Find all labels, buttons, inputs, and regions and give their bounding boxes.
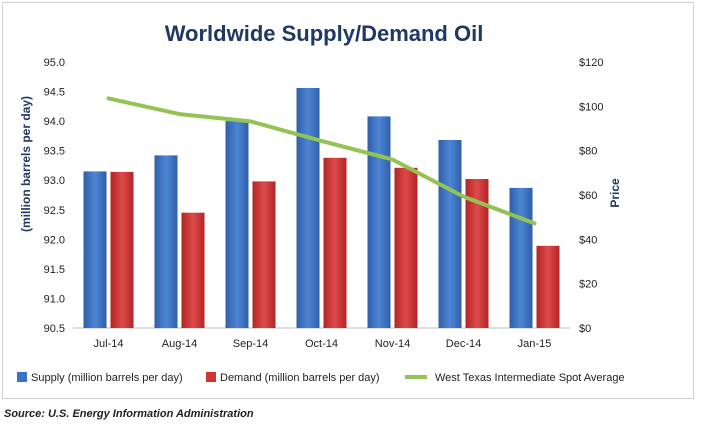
y2-tick-label: $60 [579, 190, 597, 202]
x-tick-label: Sep-14 [233, 338, 268, 350]
legend-label: West Texas Intermediate Spot Average [435, 372, 625, 384]
y2-tick-label: $20 [579, 279, 597, 291]
y-tick-label: 90.5 [44, 323, 65, 335]
supply-bar-dec-14 [438, 140, 462, 328]
y2-tick-label: $80 [579, 146, 597, 158]
legend-label: Demand (million barrels per day) [220, 372, 380, 384]
y2-tick-label: $0 [579, 323, 591, 335]
y-tick-label: 94.5 [44, 87, 65, 99]
y-tick-label: 91.5 [44, 264, 65, 276]
legend: Supply (million barrels per day) Demand (… [17, 372, 625, 384]
supply-bar-nov-14 [367, 116, 391, 329]
chart-svg: Worldwide Supply/Demand Oil (million bar… [17, 21, 625, 384]
wti-price-line [106, 96, 537, 226]
y-tick-label: 93.5 [44, 146, 65, 158]
chart-title: Worldwide Supply/Demand Oil [165, 21, 484, 46]
x-tick-label: Dec-14 [446, 338, 481, 350]
supply-bar-jul-14 [83, 171, 107, 328]
line-layer [106, 96, 537, 226]
demand-bar-oct-14 [323, 157, 347, 328]
y-tick-label: 92.5 [44, 205, 65, 217]
supply-bar-oct-14 [296, 88, 320, 328]
y-tick-label: 94.0 [44, 116, 65, 128]
x-tick-label: Jul-14 [94, 338, 124, 350]
x-tick-label: Aug-14 [162, 338, 197, 350]
y2-axis-title: Price [608, 178, 622, 208]
demand-bar-aug-14 [181, 212, 205, 328]
supply-bar-aug-14 [154, 155, 178, 328]
demand-bar-jan-15 [536, 245, 560, 328]
supply-bar-jan-15 [509, 187, 533, 328]
supply-bar-sep-14 [225, 121, 249, 328]
bars-layer [83, 88, 560, 329]
x-tick-label: Nov-14 [375, 338, 410, 350]
y-tick-label: 92.0 [44, 234, 65, 246]
legend-label: Supply (million barrels per day) [31, 372, 183, 384]
legend-swatch-supply [17, 372, 27, 382]
x-tick-label: Oct-14 [305, 338, 338, 350]
demand-bar-nov-14 [394, 167, 418, 328]
chart-frame: Worldwide Supply/Demand Oil (million bar… [2, 2, 694, 399]
y-tick-label: 93.0 [44, 175, 65, 187]
legend-swatch-demand [206, 372, 216, 382]
demand-bar-dec-14 [465, 179, 489, 328]
source-note: Source: U.S. Energy Information Administ… [4, 408, 254, 420]
y-tick-label: 95.0 [44, 57, 65, 69]
y2-tick-label: $40 [579, 234, 597, 246]
y-axis-title: (million barrels per day) [19, 96, 33, 232]
y2-tick-label: $100 [579, 101, 603, 113]
ticks-layer: Jul-14 Aug-14 Sep-14 Oct-14 Nov-14 Dec-14 Jan-… [44, 57, 604, 350]
y2-tick-label: $120 [579, 57, 603, 69]
x-tick-label: Jan-15 [518, 338, 552, 350]
demand-bar-jul-14 [110, 171, 134, 328]
demand-bar-sep-14 [252, 181, 276, 328]
y-tick-label: 91.0 [44, 293, 65, 305]
